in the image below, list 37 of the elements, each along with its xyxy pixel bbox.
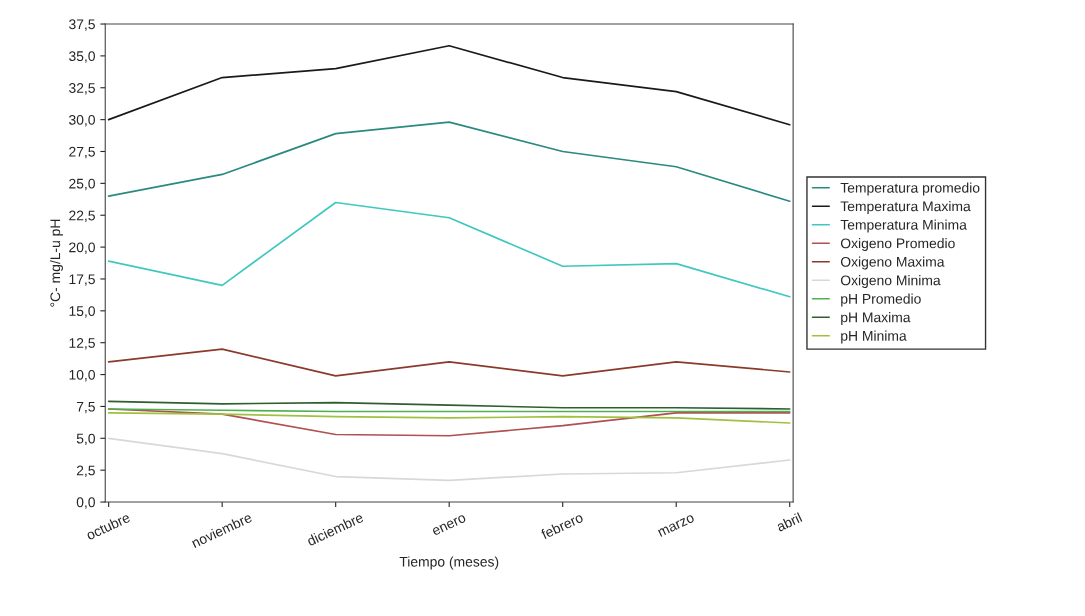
line-series (107, 437, 791, 482)
y-tick-label: 0,0 (76, 497, 95, 509)
legend-label: pH Maxima (841, 312, 911, 326)
legend-label: Temperatura Maxima (840, 201, 971, 214)
x-tick-label: abril (775, 512, 803, 532)
y-tick-label: 35,0 (69, 51, 95, 63)
line-series (107, 400, 791, 410)
y-tick-label: 20,0 (69, 242, 95, 254)
legend-label: pH Minima (841, 330, 907, 344)
legend-label: Oxigeno Maxima (840, 256, 945, 270)
y-tick-label: 5,0 (76, 433, 95, 446)
y-tick-label: 27,5 (69, 146, 95, 159)
y-tick-label: 17,5 (69, 274, 95, 286)
y-tick-label: 30,0 (69, 114, 95, 127)
legend-label: Oxigeno Promedio (840, 238, 955, 251)
y-tick-label: 10,0 (69, 369, 95, 382)
y-axis-title: °C- mg/L-u pH (49, 219, 63, 307)
y-tick-label: 25,0 (69, 178, 95, 191)
line-series (107, 121, 791, 203)
line-series (107, 44, 791, 126)
x-tick-label: enero (431, 514, 467, 536)
y-tick-label: 22,5 (69, 210, 95, 223)
x-tick-label: marzo (657, 514, 695, 537)
line-series (107, 201, 791, 298)
y-tick-label: 2,5 (76, 465, 95, 477)
y-tick-label: 12,5 (69, 338, 95, 350)
x-axis-title: Tiempo (meses) (399, 556, 499, 570)
legend-label: pH Promedio (841, 293, 921, 307)
line-series (107, 411, 791, 424)
legend-label: Temperatura Minima (840, 219, 967, 233)
line-series (107, 348, 791, 377)
legend-label: Temperatura promedio (840, 182, 980, 196)
y-tick-label: 37,5 (69, 19, 95, 31)
y-tick-label: 7,5 (76, 401, 95, 414)
y-tick-label: 15,0 (69, 306, 95, 318)
y-tick-label: 32,5 (69, 83, 95, 95)
legend-label: Oxigeno Minima (840, 275, 941, 289)
